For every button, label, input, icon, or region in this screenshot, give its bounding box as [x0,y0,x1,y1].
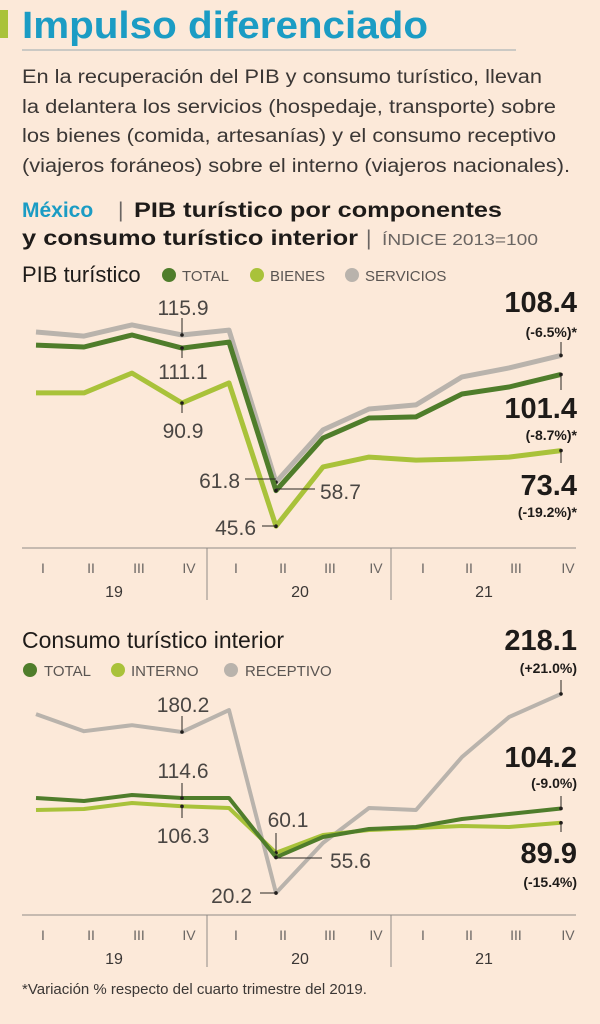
legend-label-bienes: BIENES [270,268,325,285]
annotation-label: 90.9 [163,420,204,443]
end-value-bienes: 73.4 [521,470,577,502]
end-value-interno: 89.9 [521,838,577,870]
x-tick-label: III [324,560,336,576]
legend-label-total: TOTAL [44,663,91,680]
legend-dot-receptivo [224,663,238,677]
x-year-label: 19 [105,584,123,601]
x-tick-label: II [465,927,473,943]
series-line-interno [35,801,562,855]
intro-line-2: la delantera los servicios (hospedaje, t… [22,97,556,118]
x-tick-label: I [234,560,238,576]
x-tick-label: IV [369,560,383,576]
annotation-label: 45.6 [215,517,256,540]
x-tick-label: IV [182,927,196,943]
separator: | [366,227,371,250]
legend-label-servicios: SERVICIOS [365,268,446,285]
x-tick-label: I [234,927,238,943]
x-tick-label: III [133,560,145,576]
legend-label-interno: INTERNO [131,663,199,680]
data-point-bienes [559,448,563,453]
x-tick-label: IV [369,927,383,943]
x-tick-label: I [421,560,425,576]
annotation-label: 180.2 [157,694,210,717]
chart2-title: Consumo turístico interior [22,627,284,653]
legend-dot-total [162,268,176,282]
legend-dot-servicios [345,268,359,282]
x-tick-label: III [133,927,145,943]
x-tick-label: II [279,927,287,943]
intro-line-4: (viajeros foráneos) sobre el interno (vi… [22,156,570,177]
annotation-label: 114.6 [158,760,209,783]
annotation-label: 106.3 [157,825,210,848]
x-tick-label: IV [561,927,575,943]
end-change-bienes: (-19.2%)* [518,504,578,520]
end-change-total: (-8.7%)* [526,427,578,443]
country-label: México [22,199,93,222]
legend-dot-total [23,663,37,677]
annotation-label: 20.2 [211,885,252,908]
series-line-receptivo [35,692,562,895]
series-line-bienes [36,370,562,529]
annotation-label: 111.1 [158,361,207,384]
x-tick-label: II [87,927,95,943]
x-year-label: 20 [291,584,309,601]
end-change-servicios: (-6.5%)* [526,324,578,340]
legend-label-total: TOTAL [182,268,229,285]
footnote: *Variación % respecto del cuarto trimest… [22,981,367,998]
chart-subtitle-line-1: PIB turístico por componentes [134,199,502,222]
x-tick-label: I [421,927,425,943]
x-year-label: 20 [291,951,309,968]
legend-dot-interno [111,663,125,677]
x-year-label: 21 [475,584,493,601]
x-tick-label: I [41,560,45,576]
x-tick-label: III [324,927,336,943]
accent-bar [0,10,8,38]
annotation-label: 55.6 [330,850,371,873]
data-point-total [274,488,278,493]
chart-subtitle-line-2: y consumo turístico interior [22,227,358,250]
intro-line-1: En la recuperación del PIB y consumo tur… [22,67,542,88]
series-line-total [35,793,562,860]
series-line-servicios [35,322,562,485]
annotation-label: 58.7 [320,481,361,504]
end-change-total: (-9.0%) [531,775,577,791]
page-title: Impulso diferenciado [22,5,428,47]
separator: | [118,199,123,222]
x-tick-label: I [41,927,45,943]
end-value-total: 104.2 [504,742,577,774]
x-year-label: 19 [105,951,123,968]
legend-label-receptivo: RECEPTIVO [245,663,332,680]
chart1-title: PIB turístico [22,262,141,287]
x-tick-label: IV [182,560,196,576]
index-note: ÍNDICE 2013=100 [382,230,538,249]
end-value-total: 101.4 [504,393,577,425]
data-point-total [559,372,563,377]
end-change-interno: (-15.4%) [523,874,577,890]
end-change-receptivo: (+21.0%) [520,660,577,676]
annotation-label: 61.8 [199,470,240,493]
data-point-total [274,855,278,860]
end-value-receptivo: 218.1 [504,625,577,657]
x-tick-label: III [510,560,522,576]
annotation-label: 115.9 [158,297,209,320]
x-tick-label: III [510,927,522,943]
x-tick-label: II [87,560,95,576]
end-value-servicios: 108.4 [504,287,577,319]
chart1-annotations: 115.9 111.1 90.9 61.8 58.7 45.6 108.4 (-… [158,287,578,540]
series-line-total [35,332,562,494]
data-point-interno [559,821,563,825]
x-tick-label: IV [561,560,575,576]
intro-line-3: los bienes (comida, artesanías) y el con… [22,126,556,147]
annotation-label: 60.1 [268,809,309,832]
x-tick-label: II [465,560,473,576]
legend-dot-bienes [250,268,264,282]
x-year-label: 21 [475,951,493,968]
x-tick-label: II [279,560,287,576]
chart2-annotations: 180.2 114.6 106.3 60.1 55.6 20.2 218.1 (… [157,625,577,908]
